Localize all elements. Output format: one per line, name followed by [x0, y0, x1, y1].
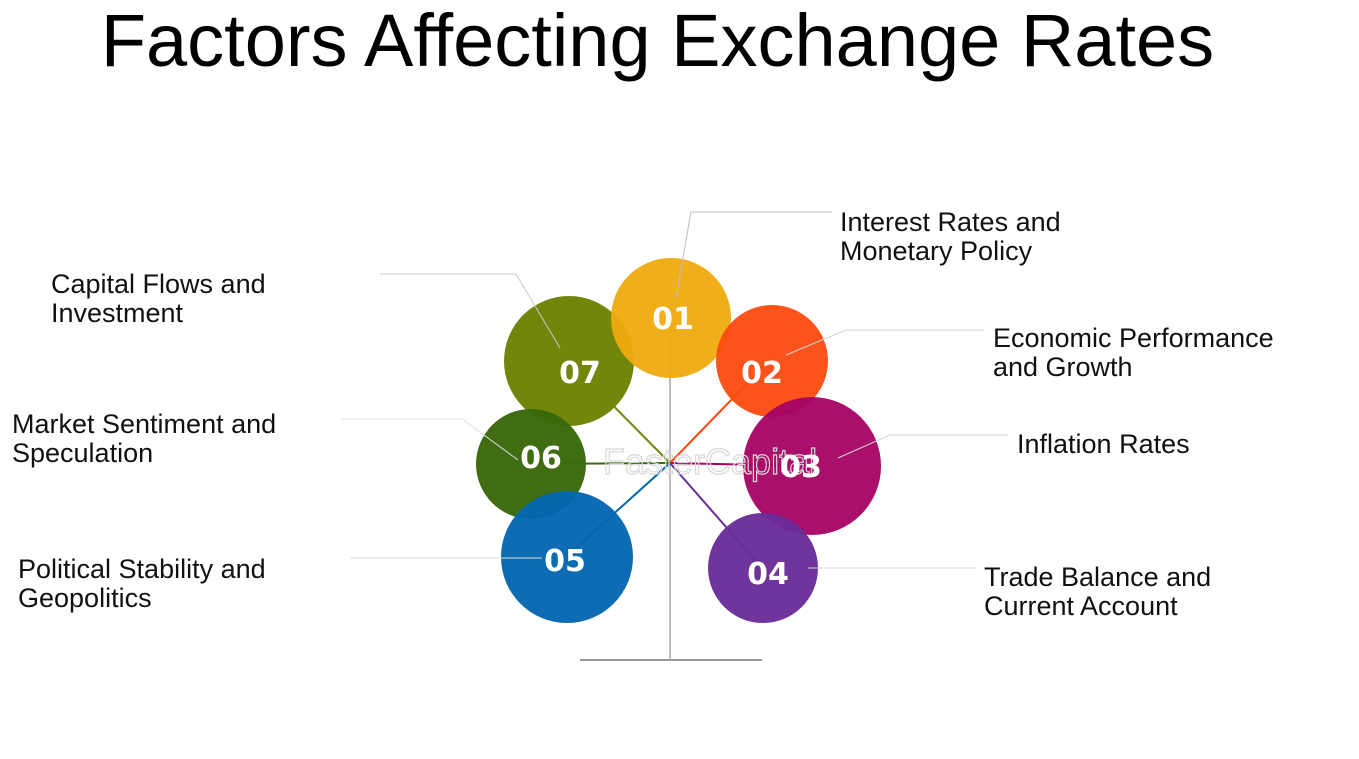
connector-01 [675, 211, 832, 299]
label-07: Capital Flows and Investment [51, 270, 266, 328]
label-06-line-2: Speculation [12, 438, 154, 468]
circle-06 [476, 409, 586, 519]
label-01-line-2: Monetary Policy [840, 236, 1033, 266]
number-03: 03 [780, 450, 822, 485]
label-04-line-1: Trade Balance and [984, 562, 1212, 592]
watermark: FasterCapital [603, 441, 817, 482]
circle-05 [501, 491, 633, 623]
number-02: 02 [741, 356, 783, 391]
number-01: 01 [652, 302, 694, 337]
circle-01 [611, 258, 731, 378]
page-title: Factors Affecting Exchange Rates [100, 0, 1215, 82]
label-07-line-2: Investment [51, 298, 184, 328]
label-06: Market Sentiment and Speculation [12, 410, 276, 468]
connector-03 [837, 434, 1008, 459]
label-03-line-1: Inflation Rates [1017, 429, 1190, 459]
label-01-line-1: Interest Rates and [840, 207, 1061, 237]
circle-07 [504, 296, 634, 426]
circle-04 [708, 513, 818, 623]
label-02: Economic Performance and Growth [993, 324, 1274, 382]
circle-02 [716, 305, 828, 417]
label-05-line-2: Geopolitics [18, 583, 152, 613]
label-05-line-1: Political Stability and [18, 554, 266, 584]
number-07: 07 [559, 356, 601, 391]
number-06: 06 [520, 441, 562, 476]
label-03: Inflation Rates [1017, 430, 1190, 459]
label-05: Political Stability and Geopolitics [18, 555, 266, 613]
label-02-line-2: and Growth [993, 352, 1133, 382]
connector-02 [785, 329, 984, 356]
label-04: Trade Balance and Current Account [984, 563, 1211, 621]
connector-06 [342, 418, 519, 461]
circle-03 [743, 397, 881, 535]
label-04-line-2: Current Account [984, 591, 1178, 621]
label-06-line-1: Market Sentiment and [12, 409, 277, 439]
number-05: 05 [544, 544, 586, 579]
label-02-line-1: Economic Performance [993, 323, 1274, 353]
label-01: Interest Rates and Monetary Policy [840, 208, 1061, 266]
number-04: 04 [747, 557, 789, 592]
label-07-line-1: Capital Flows and [51, 269, 266, 299]
connector-07 [380, 273, 561, 349]
